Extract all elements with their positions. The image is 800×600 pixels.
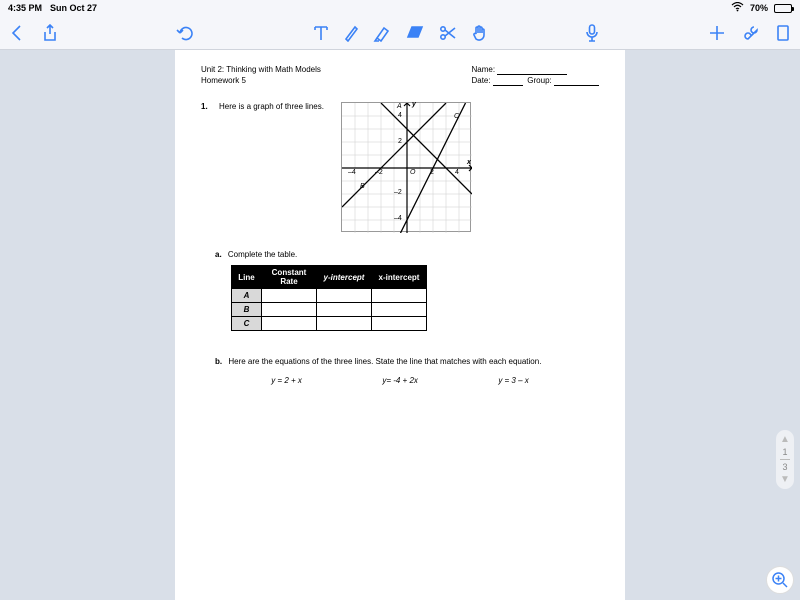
tick-neg4-x: –4: [348, 169, 356, 176]
y-axis-label: y: [412, 101, 416, 108]
tick-neg2-x: –2: [375, 169, 383, 176]
table-row: A: [232, 289, 427, 303]
document-page: Unit 2: Thinking with Math Models Homewo…: [175, 50, 625, 600]
battery-percent: 70%: [750, 3, 768, 13]
line-c-label: C: [454, 113, 459, 120]
x-axis-label: x: [467, 159, 471, 166]
eraser-tool-button[interactable]: [405, 25, 425, 41]
tools-button[interactable]: [742, 24, 760, 42]
page-total: 3: [782, 462, 787, 472]
col-line: Line: [232, 266, 262, 289]
app-toolbar: [0, 16, 800, 50]
lines-table: Line Constant Rate y-intercept x-interce…: [231, 265, 427, 331]
group-label: Group:: [527, 76, 551, 85]
homework-title: Homework 5: [201, 75, 321, 86]
three-lines-graph: A y C x B O –4 –2 2 4 4 2 –2 –4: [341, 102, 471, 232]
col-xint: x-intercept: [372, 266, 427, 289]
equation-3: y = 3 – x: [498, 376, 528, 385]
status-bar: 4:35 PM Sun Oct 27 70%: [0, 0, 800, 16]
highlighter-tool-button[interactable]: [373, 24, 391, 42]
qa-label: a.: [215, 250, 222, 259]
worksheet-header: Unit 2: Thinking with Math Models Homewo…: [201, 64, 599, 86]
qb-label: b.: [215, 357, 222, 366]
date-label: Date:: [471, 76, 490, 85]
equation-2: y= -4 + 2x: [382, 376, 418, 385]
table-header-row: Line Constant Rate y-intercept x-interce…: [232, 266, 427, 289]
status-time: 4:35 PM: [8, 3, 42, 13]
name-label: Name:: [471, 65, 495, 74]
text-tool-button[interactable]: [313, 24, 329, 42]
col-yint: y-intercept: [317, 266, 372, 289]
qb-text: Here are the equations of the three line…: [228, 357, 541, 366]
document-viewport[interactable]: Unit 2: Thinking with Math Models Homewo…: [0, 50, 800, 600]
page-up-button[interactable]: ▲: [780, 434, 790, 445]
tick-2-x: 2: [430, 169, 434, 176]
table-row: C: [232, 317, 427, 331]
zoom-in-button[interactable]: [766, 566, 794, 594]
q1-number: 1.: [201, 102, 213, 111]
battery-icon: [774, 4, 792, 13]
page-divider: [780, 459, 790, 460]
group-blank: [554, 85, 599, 86]
tick-2-y: 2: [398, 138, 402, 145]
equation-1: y = 2 + x: [271, 376, 302, 385]
add-button[interactable]: [708, 24, 726, 42]
unit-title: Unit 2: Thinking with Math Models: [201, 64, 321, 75]
page-down-button[interactable]: ▼: [780, 474, 790, 485]
line-b-label: B: [360, 183, 365, 190]
date-blank: [493, 85, 523, 86]
undo-button[interactable]: [176, 25, 194, 41]
page-indicator: ▲ 1 3 ▼: [776, 430, 794, 489]
back-button[interactable]: [10, 24, 24, 42]
page-current: 1: [782, 447, 787, 457]
tick-neg2-y: –2: [394, 189, 402, 196]
microphone-button[interactable]: [585, 24, 599, 42]
share-button[interactable]: [42, 24, 58, 42]
table-row: B: [232, 303, 427, 317]
pen-tool-button[interactable]: [343, 24, 359, 42]
pages-button[interactable]: [776, 24, 790, 42]
origin-label: O: [410, 169, 415, 176]
line-a-label: A: [397, 103, 402, 110]
status-date: Sun Oct 27: [50, 3, 97, 13]
q1-text: Here is a graph of three lines.: [219, 102, 331, 111]
tick-4-x: 4: [455, 169, 459, 176]
tick-neg4-y: –4: [394, 215, 402, 222]
wifi-icon: [731, 2, 744, 15]
tick-4-y: 4: [398, 112, 402, 119]
col-rate: Constant Rate: [262, 266, 317, 289]
scissors-tool-button[interactable]: [439, 24, 457, 42]
hand-tool-button[interactable]: [471, 24, 487, 42]
qa-text: Complete the table.: [228, 250, 297, 259]
